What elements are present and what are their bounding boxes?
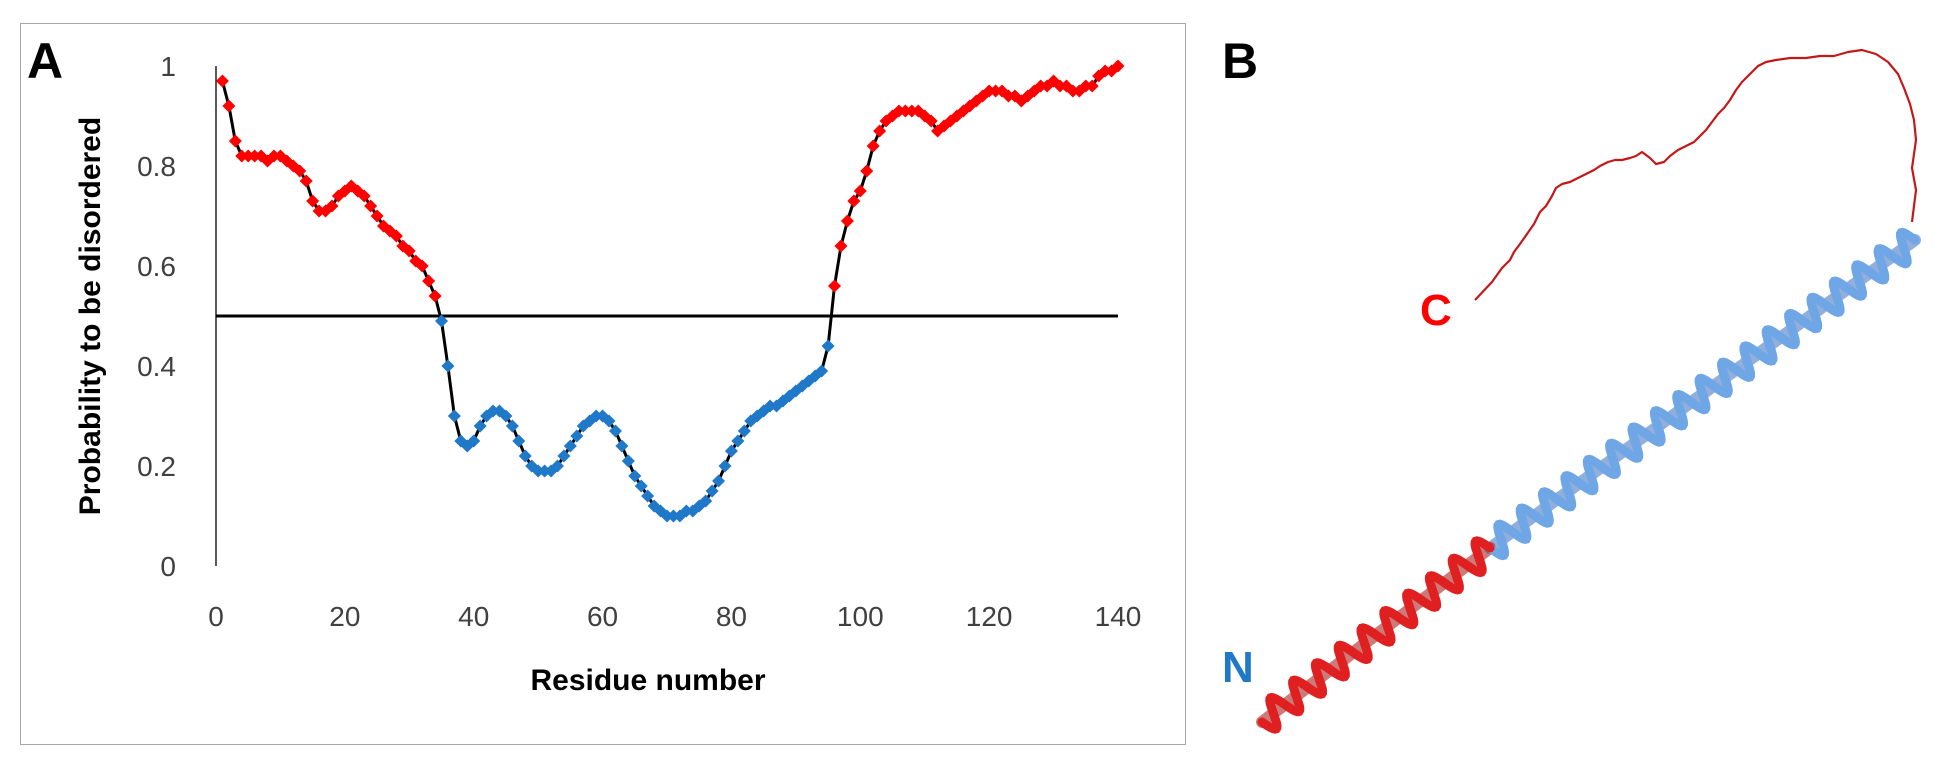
chart-frame (20, 23, 1186, 745)
data-point (364, 199, 378, 213)
data-point (557, 449, 571, 463)
data-point (828, 279, 842, 293)
data-point (873, 124, 887, 138)
x-tick-labels: 0 20 40 60 80 100 120 140 (208, 601, 1141, 632)
data-point (712, 474, 726, 488)
data-point (402, 244, 416, 258)
data-point (293, 164, 307, 178)
y-tick-label: 0.4 (137, 351, 176, 382)
data-point (215, 74, 229, 88)
panel-a-label: A (27, 33, 64, 89)
data-point (550, 459, 564, 473)
y-tick-label: 0 (160, 551, 176, 582)
data-point (228, 134, 242, 148)
helix-disordered (1257, 536, 1495, 734)
data-point (1085, 79, 1099, 93)
data-point (415, 259, 429, 273)
data-point (737, 424, 751, 438)
disordered-coil (1474, 48, 1918, 301)
data-point (924, 114, 938, 128)
data-point (834, 239, 848, 253)
x-axis-title: Residue number (530, 664, 765, 697)
c-terminus-label: C (1420, 286, 1452, 335)
data-point (815, 364, 829, 378)
data-point (724, 444, 738, 458)
data-point (222, 99, 236, 113)
x-tick-label: 140 (1095, 601, 1142, 632)
data-point (1111, 59, 1125, 73)
y-tick-label: 0.8 (137, 151, 176, 182)
data-point (499, 409, 513, 423)
data-point (866, 139, 880, 153)
n-terminus-label: N (1222, 643, 1254, 692)
data-point (467, 434, 481, 448)
x-tick-label: 60 (587, 601, 618, 632)
data-point (299, 174, 313, 188)
data-point (615, 439, 629, 453)
data-point (512, 434, 526, 448)
disorder-chart: 0 0.2 0.4 0.6 0.8 1 0 20 40 60 80 100 120 140 Residu… (74, 51, 1141, 697)
data-point (518, 449, 532, 463)
y-tick-label: 0.6 (137, 251, 176, 282)
y-tick-label: 1 (160, 51, 176, 82)
data-point (718, 459, 732, 473)
data-point (860, 164, 874, 178)
data-point (473, 419, 487, 433)
data-point (847, 194, 861, 208)
data-point (570, 429, 584, 443)
data-point (821, 339, 835, 353)
data-point (435, 314, 448, 328)
data-point (325, 199, 339, 213)
panel-b-label: B (1222, 33, 1259, 89)
protein-structure: C N (1222, 48, 1921, 734)
data-point (422, 274, 436, 288)
data-point (1014, 94, 1028, 108)
data-point (306, 194, 320, 208)
disorder-curve (220, 64, 1119, 518)
data-point (447, 409, 461, 423)
data-point (505, 419, 519, 433)
data-point (699, 494, 713, 508)
data-point (641, 489, 655, 503)
y-axis-title: Probability to be disordered (74, 117, 107, 515)
data-markers (215, 59, 1125, 523)
data-point (634, 479, 648, 493)
data-point (621, 454, 635, 468)
y-tick-label: 0.2 (137, 451, 176, 482)
x-tick-label: 120 (966, 601, 1013, 632)
data-point (357, 189, 371, 203)
data-point (428, 289, 442, 303)
data-point (705, 484, 719, 498)
data-point (840, 214, 854, 228)
data-point (628, 469, 642, 483)
data-point (370, 209, 384, 223)
x-tick-label: 0 (208, 601, 224, 632)
data-point (853, 184, 867, 198)
data-point (731, 434, 745, 448)
data-point (602, 414, 616, 428)
x-tick-label: 80 (716, 601, 747, 632)
data-point (389, 229, 403, 243)
x-tick-label: 100 (837, 601, 884, 632)
data-point (608, 424, 622, 438)
x-tick-label: 40 (458, 601, 489, 632)
data-point (563, 439, 577, 453)
helix-ordered (1485, 227, 1920, 561)
x-tick-label: 20 (329, 601, 360, 632)
y-tick-labels: 0 0.2 0.4 0.6 0.8 1 (137, 51, 176, 582)
data-point (441, 359, 455, 373)
